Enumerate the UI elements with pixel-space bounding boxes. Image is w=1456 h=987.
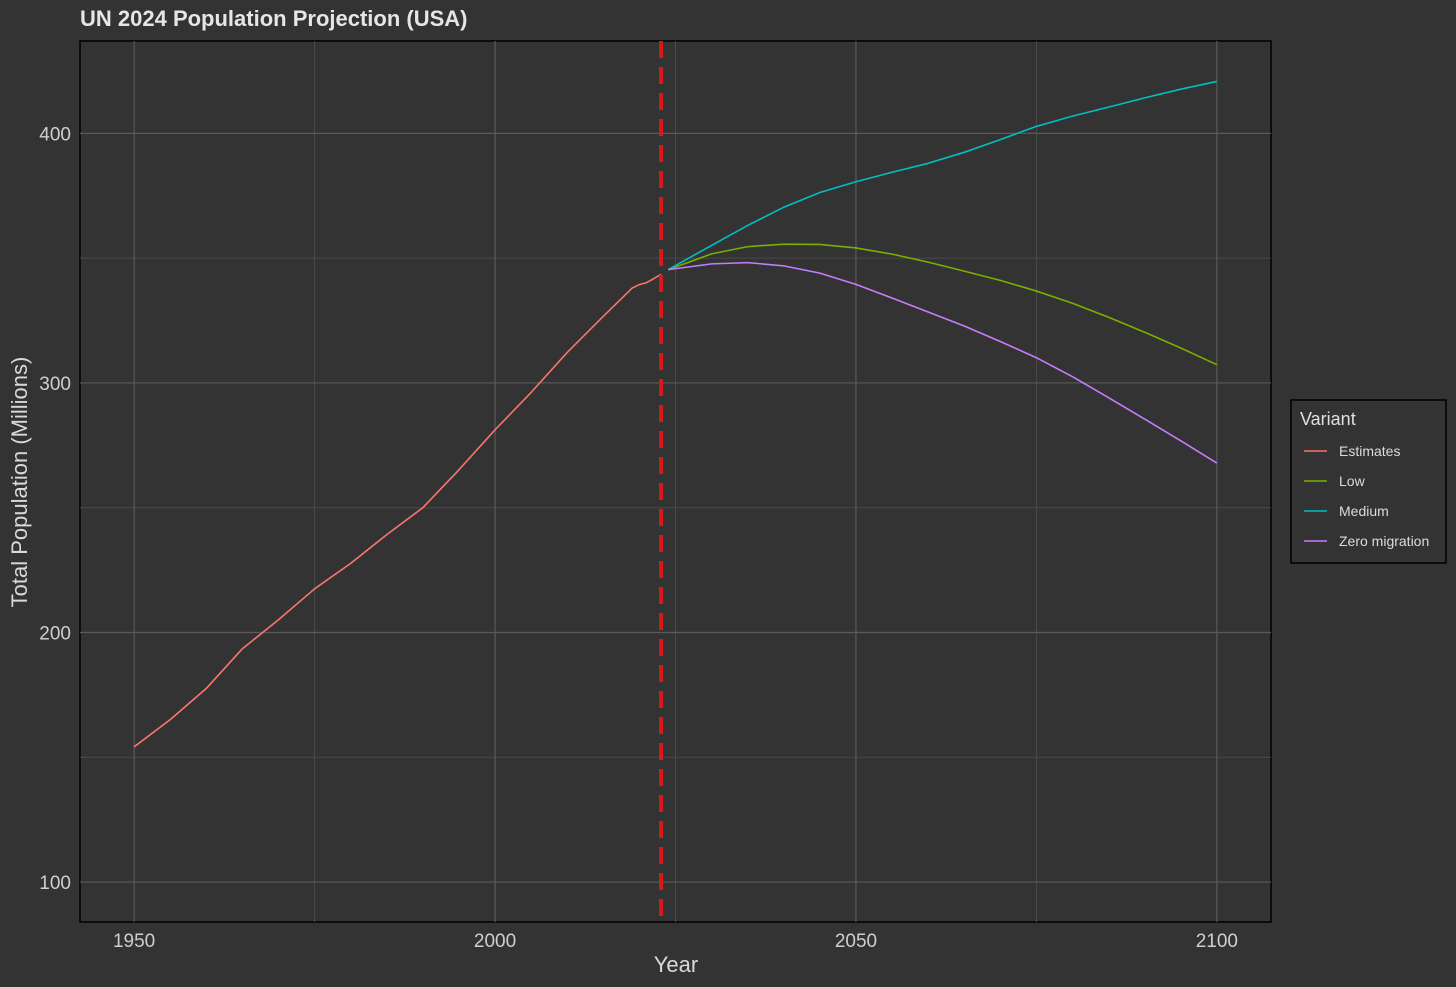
x-tick-label: 1950 [113,931,155,952]
chart-title: UN 2024 Population Projection (USA) [80,6,468,31]
y-axis-title: Total Population (Millions) [7,357,32,608]
legend-label-low: Low [1339,473,1366,489]
x-axis-ticks: 1950 2000 2050 2100 [113,931,1238,952]
x-tick-label: 2000 [474,931,516,952]
y-tick-label: 100 [39,873,71,894]
legend-label-zero-migration: Zero migration [1339,533,1429,549]
series-line-estimates [133,273,662,748]
plot-panel [79,40,1272,923]
x-tick-label: 2100 [1196,931,1238,952]
legend-items: Estimates Low Medium Zero migration [1304,443,1429,549]
x-axis-title: Year [654,952,698,977]
gridlines [80,41,1271,922]
series-lines [133,80,1218,748]
x-tick-label: 2050 [835,931,877,952]
y-tick-label: 400 [39,124,71,145]
series-line-medium [667,80,1218,271]
legend-title: Variant [1300,409,1356,429]
legend-label-medium: Medium [1339,503,1389,519]
y-tick-label: 200 [39,623,71,644]
y-axis-ticks: 100 200 300 400 [39,124,71,894]
series-line-low [668,243,1218,366]
legend-label-estimates: Estimates [1339,443,1400,459]
series-line-zero-migration [668,261,1218,464]
y-tick-label: 300 [39,374,71,395]
legend: Variant Estimates Low Medium Zero migration [1290,399,1447,564]
